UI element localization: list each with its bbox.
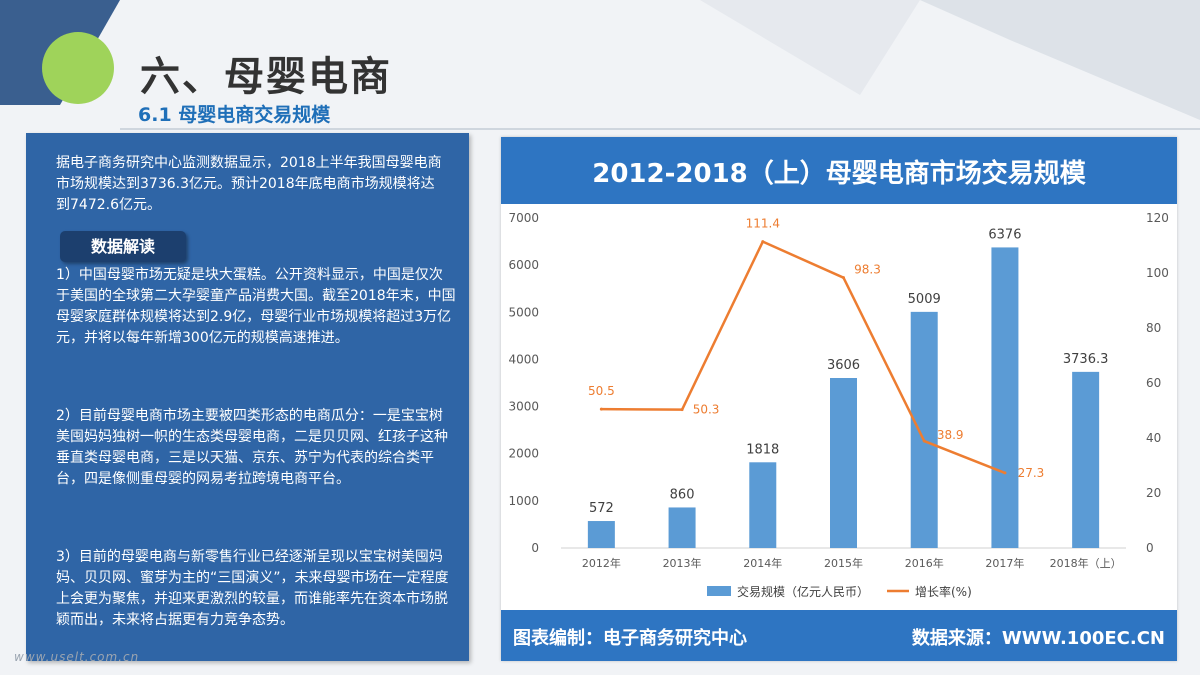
bar-data-label: 5009 xyxy=(908,292,941,307)
growth-rate-line xyxy=(601,240,1006,475)
bar xyxy=(910,311,938,548)
line-data-label: 50.3 xyxy=(693,403,720,417)
line-point xyxy=(922,439,926,443)
x-tick-label: 2017年 xyxy=(985,556,1024,570)
chart-title: 2012-2018（上）母婴电商市场交易规模 xyxy=(592,159,1086,189)
legend-label-line: 增长率(%) xyxy=(915,584,972,599)
legend-swatch-bars xyxy=(707,586,731,596)
y-left-tick-label: 6000 xyxy=(508,258,539,272)
y-left-tick-label: 4000 xyxy=(508,352,539,366)
analysis-panel: 据电子商务研究中心监测数据显示，2018上半年我国母婴电商市场规模达到3736.… xyxy=(26,133,469,661)
line-data-label: 50.5 xyxy=(588,384,615,398)
line-point xyxy=(680,408,684,412)
line-data-label: 27.3 xyxy=(1018,466,1045,480)
bg-facet xyxy=(920,0,1200,120)
y-left-tick-label: 2000 xyxy=(508,447,539,461)
y-left-tick-label: 3000 xyxy=(508,400,539,414)
y-left-tick-label: 1000 xyxy=(508,494,539,508)
intro-text: 据电子商务研究中心监测数据显示，2018上半年我国母婴电商市场规模达到3736.… xyxy=(56,155,442,213)
bar xyxy=(749,462,777,548)
paragraph-2: 2）目前母婴电商市场主要被四类形态的电商瓜分：一是宝宝树美囤妈妈独树一帜的生态类… xyxy=(56,408,448,487)
bar-data-label: 1818 xyxy=(746,442,779,457)
x-tick-label: 2018年（上） xyxy=(1050,556,1122,570)
page-subtitle: 6.1 母婴电商交易规模 xyxy=(138,104,331,126)
bar xyxy=(1072,371,1100,548)
line-point xyxy=(1003,471,1007,475)
y-right-tick-label: 0 xyxy=(1146,541,1154,555)
line-point xyxy=(842,276,845,280)
bar xyxy=(991,247,1019,548)
chart-header: 2012-2018（上）母婴电商市场交易规模 xyxy=(501,137,1177,204)
watermark: www.uselt.com.cn xyxy=(14,650,140,664)
y-right-tick-label: 80 xyxy=(1146,321,1161,335)
bar xyxy=(830,378,857,548)
y-right-tick-label: 120 xyxy=(1146,211,1169,225)
y-right-tick-label: 100 xyxy=(1146,266,1169,280)
y-left-tick-label: 5000 xyxy=(508,305,539,319)
x-tick-label: 2013年 xyxy=(663,556,702,570)
line-data-label: 38.9 xyxy=(937,428,964,442)
x-tick-label: 2014年 xyxy=(743,556,782,570)
bar xyxy=(668,507,696,548)
chart-footer: 图表编制：电子商务研究中心 数据来源：WWW.100EC.CN xyxy=(501,610,1177,661)
bg-facet xyxy=(700,0,920,95)
chart-compiler: 图表编制：电子商务研究中心 xyxy=(513,628,747,649)
line-data-label: 111.4 xyxy=(746,217,780,231)
y-right-tick-label: 40 xyxy=(1146,431,1161,445)
page-title: 六、母婴电商 xyxy=(140,54,392,100)
bar xyxy=(587,521,615,548)
x-tick-label: 2012年 xyxy=(582,556,621,570)
y-left-tick-label: 7000 xyxy=(508,211,539,225)
paragraph-1: 1）中国母婴市场无疑是块大蛋糕。公开资料显示，中国是仅次于美国的全球第二大孕婴童… xyxy=(56,267,456,346)
combo-chart: 0 1000 2000 3000 4000 5000 6000 7000 0 20 40 60 80 10… xyxy=(508,211,1169,599)
bar-data-label: 572 xyxy=(589,501,614,516)
x-tick-label: 2015年 xyxy=(824,556,863,570)
bar-data-label: 3606 xyxy=(827,358,860,373)
bar-data-label: 6376 xyxy=(988,227,1021,242)
y-right-tick-label: 60 xyxy=(1146,376,1161,390)
line-point xyxy=(761,240,765,244)
y-left-tick-label: 0 xyxy=(531,541,539,555)
chart-source: 数据来源：WWW.100EC.CN xyxy=(911,628,1165,649)
legend-label-bars: 交易规模（亿元人民币） xyxy=(737,584,869,599)
line-point xyxy=(599,407,603,411)
y-right-tick-label: 20 xyxy=(1146,486,1161,500)
bar-data-label: 860 xyxy=(670,487,695,502)
header-divider xyxy=(120,128,1200,130)
line-data-label: 98.3 xyxy=(854,263,881,277)
paragraph-3: 3）目前的母婴电商与新零售行业已经逐渐呈现以宝宝树美囤妈妈、贝贝网、蜜芽为主的“… xyxy=(56,549,449,628)
green-circle xyxy=(42,32,114,104)
chart-card: 2012-2018（上）母婴电商市场交易规模 0 1000 2000 3000 4000… xyxy=(501,137,1177,661)
data-interpretation-badge: 数据解读 xyxy=(60,231,186,262)
bar-data-label: 3736.3 xyxy=(1063,352,1109,367)
x-tick-label: 2016年 xyxy=(905,556,944,570)
